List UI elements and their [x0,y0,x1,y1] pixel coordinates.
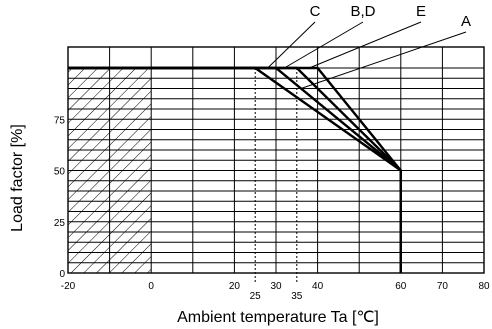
y-tick-labels: 0 25 50 75 [54,115,66,280]
y-tick-label: 75 [54,115,66,126]
y-tick-label: 25 [54,218,66,229]
curve-label-a: A [461,13,471,30]
y-axis-label: Load factor [%] [9,124,26,232]
curve-label-e: E [416,3,426,20]
x-tick-labels: -20 0 20 30 40 60 70 80 25 35 [61,281,490,302]
plot-frame [67,46,485,274]
series-line-e [68,66,402,273]
leader-line-c [267,21,316,69]
series-lines [68,66,402,273]
leader-line-e [309,21,422,69]
x-tick-label: -20 [61,281,76,292]
x-axis-label: Ambient temperature Ta [℃] [177,309,379,326]
curve-label-c: C [310,3,321,20]
x-tick-label: 30 [270,281,282,292]
leader-line-b-d [284,21,364,69]
grid [67,46,485,274]
x-tick-label: 0 [148,281,154,292]
x-tick-label: 70 [437,281,449,292]
x-marker-label: 35 [291,291,303,302]
leader-line-a [300,31,467,89]
x-tick-label: 60 [395,281,407,292]
curve-labels: A B,D C E [267,3,471,89]
x-tick-label: 40 [312,281,324,292]
y-tick-label: 50 [54,167,66,178]
x-marker-label: 25 [250,291,262,302]
x-tick-label: 20 [229,281,241,292]
y-tick-label: 0 [59,269,65,280]
x-tick-label: 80 [478,281,490,292]
curve-label-b-d: B,D [350,3,375,20]
